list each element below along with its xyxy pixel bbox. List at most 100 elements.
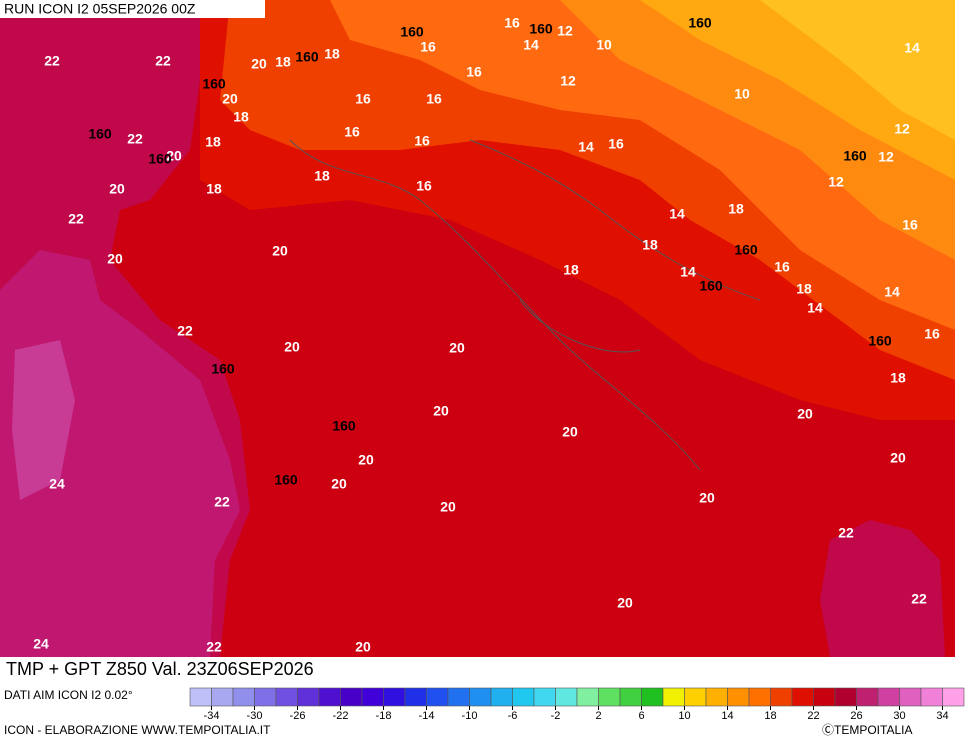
temperature-label: 20 xyxy=(166,148,182,164)
copyright-label: ⒸTEMPOITALIA xyxy=(822,723,912,737)
geopotential-label: 160 xyxy=(699,278,723,294)
temperature-label: 20 xyxy=(440,499,456,515)
temperature-label: 22 xyxy=(44,53,60,69)
colorbar-swatch xyxy=(705,687,728,707)
temperature-label: 18 xyxy=(890,370,906,386)
colorbar-swatch xyxy=(490,687,513,707)
geopotential-label: 160 xyxy=(843,148,867,164)
temperature-label: 20 xyxy=(433,403,449,419)
temperature-label: 20 xyxy=(284,339,300,355)
colorbar-swatch xyxy=(877,687,900,707)
temperature-label: 16 xyxy=(416,178,432,194)
temperature-label: 18 xyxy=(205,134,221,150)
temperature-label: 14 xyxy=(523,37,539,53)
temperature-label: 18 xyxy=(206,181,222,197)
zone-22-east xyxy=(820,520,945,657)
temperature-label: 12 xyxy=(894,121,910,137)
colorbar-tick-label: -18 xyxy=(376,710,392,722)
geopotential-label: 160 xyxy=(332,418,356,434)
temperature-label: 20 xyxy=(562,424,578,440)
temperature-label: 16 xyxy=(426,91,442,107)
geopotential-label: 160 xyxy=(274,472,298,488)
colorbar-swatch xyxy=(533,687,556,707)
temperature-label: 20 xyxy=(617,595,633,611)
geopotential-label: 160 xyxy=(295,49,319,65)
colorbar-swatch xyxy=(576,687,599,707)
colorbar-swatch xyxy=(748,687,771,707)
temperature-label: 14 xyxy=(807,300,823,316)
temperature-label: 20 xyxy=(107,251,123,267)
temperature-label: 18 xyxy=(563,262,579,278)
colorbar-swatch xyxy=(942,687,965,707)
title-box xyxy=(0,657,413,683)
temperature-label: 16 xyxy=(344,124,360,140)
temperature-label: 12 xyxy=(828,174,844,190)
colorbar-swatch xyxy=(426,687,449,707)
colorbar-swatch xyxy=(232,687,255,707)
colorbar-swatch xyxy=(834,687,857,707)
temperature-label: 20 xyxy=(358,452,374,468)
geopotential-label: 160 xyxy=(529,21,553,37)
colorbar-tick-label: -22 xyxy=(333,710,349,722)
contour-labels: 22 22 22 20 22 22 24 22 24 22 20 20 20 20 20 20 20 20 20 20… xyxy=(33,15,940,672)
temperature-label: 20 xyxy=(630,656,646,672)
colorbar-swatch xyxy=(791,687,814,707)
temperature-label: 22 xyxy=(68,211,84,227)
colorbar-swatch xyxy=(619,687,642,707)
zone-24 xyxy=(12,340,75,500)
colorbar: -34 -30 -26 -22 -18 -14 -10 -6 -2 2 6 10 14 18 22 26 30 3… xyxy=(189,687,965,722)
colorbar-tick-label: 10 xyxy=(678,710,690,722)
temperature-label: 20 xyxy=(222,91,238,107)
run-box xyxy=(0,0,265,18)
temperature-label: 10 xyxy=(734,86,750,102)
colorbar-tick-label: 14 xyxy=(721,710,733,722)
temperature-label: 20 xyxy=(331,476,347,492)
geopotential-label: 160 xyxy=(400,24,424,40)
temperature-label: 20 xyxy=(272,243,288,259)
colorbar-swatch xyxy=(211,687,234,707)
temperature-label: 18 xyxy=(233,109,249,125)
temperature-label: 22 xyxy=(911,591,927,607)
temperature-label: 18 xyxy=(796,281,812,297)
temperature-label: 20 xyxy=(449,340,465,356)
temperature-label: 14 xyxy=(669,206,685,222)
colorbar-tick-label: 18 xyxy=(764,710,776,722)
colorbar-swatch xyxy=(641,687,664,707)
temperature-label: 20 xyxy=(251,56,267,72)
temperature-label: 12 xyxy=(557,23,573,39)
map-title: TMP + GPT Z850 Val. 23Z06SEP2026 xyxy=(6,659,314,679)
colorbar-tick-label: -2 xyxy=(551,710,561,722)
colorbar-swatch xyxy=(684,687,707,707)
geopotential-label: 160 xyxy=(868,333,892,349)
colorbar-tick-label: -10 xyxy=(462,710,478,722)
borders xyxy=(289,139,761,471)
colorbar-tick-label: 26 xyxy=(850,710,862,722)
temperature-label: 22 xyxy=(155,53,171,69)
colorbar-tick-label: 34 xyxy=(936,710,948,722)
temperature-label: 18 xyxy=(642,237,658,253)
temperature-label: 22 xyxy=(127,131,143,147)
colorbar-swatch xyxy=(361,687,384,707)
colorbar-swatch xyxy=(920,687,943,707)
colorbar-tick-label: 30 xyxy=(893,710,905,722)
zone-8 xyxy=(760,0,955,140)
temperature-label: 16 xyxy=(504,15,520,31)
colorbar-tick-label: -14 xyxy=(419,710,435,722)
colorbar-tick-label: -26 xyxy=(290,710,306,722)
temperature-label: 22 xyxy=(214,494,230,510)
colorbar-swatch xyxy=(662,687,685,707)
temperature-label: 18 xyxy=(275,54,291,70)
temperature-label: 16 xyxy=(902,217,918,233)
geopotential-label: 160 xyxy=(148,151,172,167)
run-label: RUN ICON I2 05SEP2026 00Z xyxy=(4,1,196,17)
colorbar-swatch xyxy=(512,687,535,707)
temperature-label: 14 xyxy=(578,139,594,155)
temperature-label: 18 xyxy=(314,168,330,184)
geopotential-label: 160 xyxy=(202,76,226,92)
temperature-label: 16 xyxy=(420,39,436,55)
colorbar-swatch xyxy=(770,687,793,707)
colorbar-swatch xyxy=(189,687,212,707)
colorbar-swatch xyxy=(275,687,298,707)
colorbar-tick-label: 6 xyxy=(638,710,644,722)
